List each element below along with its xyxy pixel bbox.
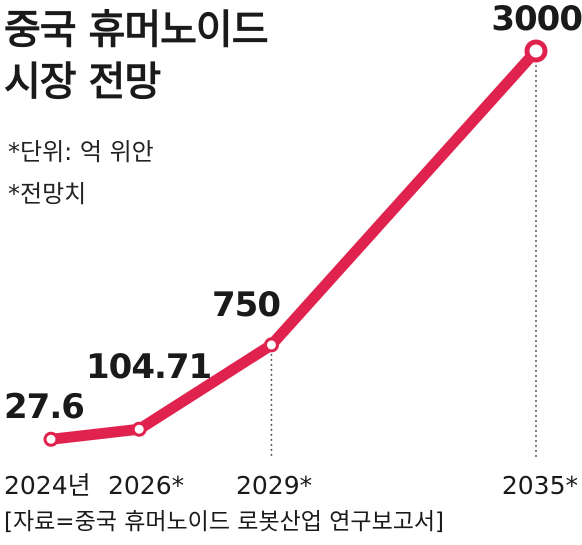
x-tick-label: 2035* (502, 471, 578, 500)
source-note: [자료=중국 휴머노이드 로봇산업 연구보고서] (4, 509, 445, 535)
unit-note: *단위: 억 위안 (8, 138, 154, 166)
data-label: 27.6 (4, 387, 84, 427)
chart-title: 중국 휴머노이드 시장 전망 (4, 4, 269, 108)
data-label: 104.71 (86, 347, 211, 387)
data-point (131, 421, 147, 437)
series-line (45, 45, 542, 445)
title-line-2: 시장 전망 (4, 59, 161, 105)
x-tick-label: 2024년 (4, 471, 91, 500)
data-point (524, 39, 548, 63)
forecast-note: *전망치 (8, 180, 87, 208)
x-tick-label: 2029* (236, 471, 312, 500)
data-point (263, 337, 279, 353)
data-label: 750 (212, 285, 280, 325)
data-label: 3000 (491, 0, 582, 39)
title-line-1: 중국 휴머노이드 (4, 7, 269, 53)
x-tick-label: 2026* (108, 471, 184, 500)
data-point (43, 431, 59, 447)
